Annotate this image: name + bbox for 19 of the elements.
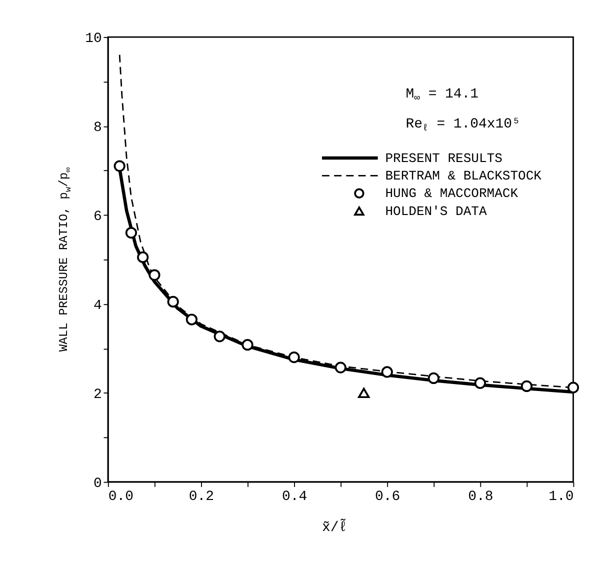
x-tick-label: 1.0 <box>548 489 574 506</box>
x-tick-label: 0.2 <box>188 489 214 506</box>
annotation: M∞ = 14.1 <box>406 86 479 104</box>
legend-label: HUNG & MACCORMACK <box>385 186 518 202</box>
x-tick-label: 0.6 <box>375 489 400 506</box>
y-tick-label: 6 <box>94 209 102 226</box>
y-tick-label: 0 <box>94 476 102 492</box>
y-tick-label: 8 <box>94 120 102 136</box>
y-tick-label: 4 <box>94 298 102 314</box>
x-tick-label: 0.4 <box>282 489 308 506</box>
x-axis-title: x̃/ℓ̃ <box>322 518 348 536</box>
y-axis-title: WALL PRESSURE RATIO, pw/p∞ <box>57 167 74 352</box>
y-tick-label: 10 <box>85 31 102 48</box>
y-tick-label: 2 <box>94 387 102 404</box>
x-tick-label: 0.0 <box>108 489 134 506</box>
legend-label: HOLDEN'S DATA <box>385 204 487 219</box>
legend-label: BERTRAM & BLACKSTOCK <box>385 168 542 184</box>
x-tick-label: 0.8 <box>468 489 494 506</box>
legend-label: PRESENT RESULTS <box>385 150 503 166</box>
